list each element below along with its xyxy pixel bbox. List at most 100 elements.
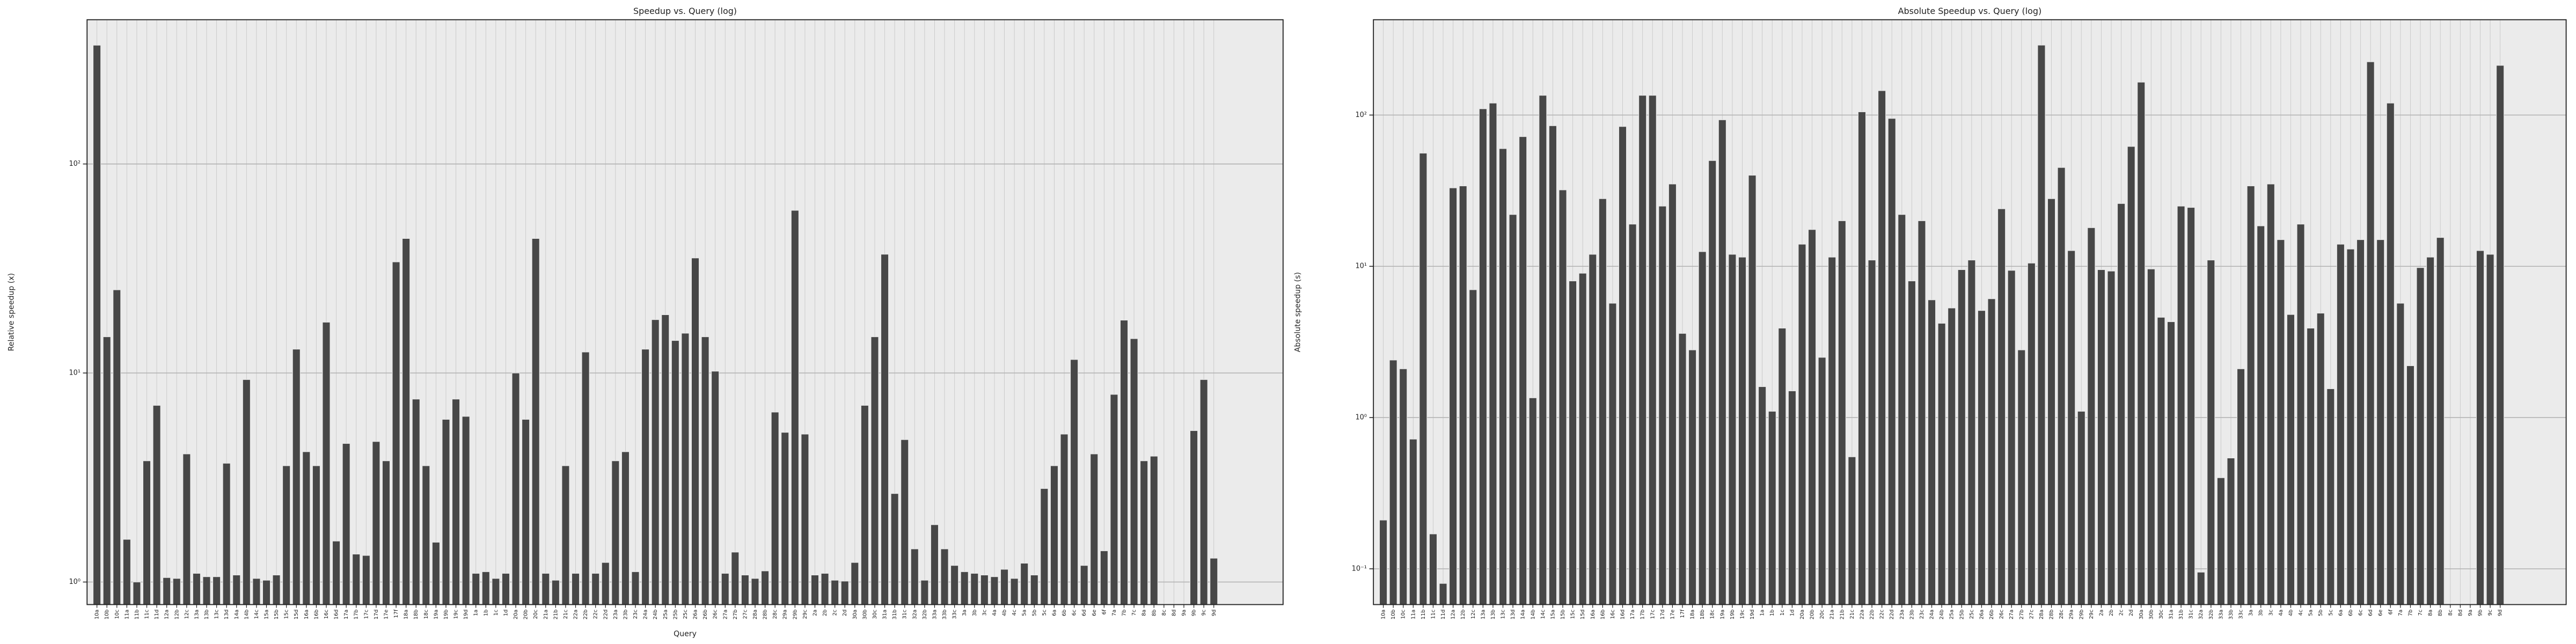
x-tick-label: 6c bbox=[1072, 610, 1078, 616]
x-tick-label: 1b bbox=[483, 610, 489, 616]
bar bbox=[202, 576, 211, 605]
bar bbox=[2147, 268, 2155, 605]
bar bbox=[511, 372, 520, 605]
x-tick-label: 27a bbox=[722, 610, 728, 619]
x-tick-label: 16d bbox=[334, 610, 340, 620]
x-tick-label: 8b bbox=[1151, 610, 1157, 616]
x-tick-label: 19a bbox=[433, 610, 439, 619]
bar bbox=[1977, 310, 1986, 605]
x-tick-label: 13b bbox=[1490, 610, 1496, 620]
bar bbox=[322, 321, 331, 605]
bar bbox=[1050, 465, 1059, 605]
x-tick-label: 3c bbox=[2268, 610, 2274, 616]
bar bbox=[272, 574, 281, 605]
bar bbox=[1857, 111, 1867, 605]
x-tick-label: 17c bbox=[363, 610, 369, 619]
x-tick-label: 14b bbox=[244, 610, 250, 620]
bar bbox=[1997, 208, 2006, 605]
x-tick-label: 2b bbox=[2109, 610, 2114, 616]
x-tick-label: 29c bbox=[802, 610, 808, 619]
x-tick-label: 16a bbox=[304, 610, 310, 619]
x-tick-label: 33a bbox=[2218, 610, 2224, 619]
bar bbox=[1459, 185, 1467, 605]
y-tick-label: 10² bbox=[1355, 111, 1367, 119]
x-tick-label: 10c bbox=[114, 610, 120, 619]
x-tick-label: 33c bbox=[952, 610, 958, 619]
bar bbox=[1010, 578, 1019, 605]
bar bbox=[402, 238, 411, 605]
x-tick-label: 17d bbox=[1660, 610, 1666, 620]
bar bbox=[1848, 456, 1856, 605]
x-tick-label: 30b bbox=[862, 610, 868, 620]
bar bbox=[1140, 460, 1148, 605]
bar bbox=[2296, 224, 2305, 605]
x-tick-label: 2a bbox=[2098, 610, 2104, 616]
bar bbox=[1000, 569, 1009, 605]
x-tick-label: 9b bbox=[1191, 610, 1197, 616]
bar bbox=[990, 576, 999, 605]
x-tick-label: 20a bbox=[1799, 610, 1805, 619]
x-tick-label: 5a bbox=[2308, 610, 2314, 616]
bar bbox=[232, 574, 241, 605]
x-tick-label: 26b bbox=[1989, 610, 1995, 620]
x-tick-label: 28a bbox=[2039, 610, 2045, 619]
bar bbox=[2037, 45, 2046, 605]
x-tick-label: 16d bbox=[1620, 610, 1626, 620]
x-tick-label: 17d bbox=[374, 610, 379, 620]
x-tick-label: 28c bbox=[2059, 610, 2065, 619]
x-tick-label: 12c bbox=[1470, 610, 1476, 619]
x-tick-label: 29c bbox=[2089, 610, 2095, 619]
x-tick-label: 12b bbox=[1460, 610, 1466, 620]
bar bbox=[571, 573, 580, 605]
x-tick-label: 13c bbox=[1501, 610, 1506, 619]
bar bbox=[2246, 185, 2255, 605]
x-tick-label: 27c bbox=[2029, 610, 2035, 619]
bar bbox=[851, 562, 859, 605]
x-tick-label: 12a bbox=[1451, 610, 1457, 619]
bar bbox=[2336, 244, 2345, 605]
x-tick-label: 22b bbox=[1869, 610, 1875, 620]
x-tick-label: 4b bbox=[2288, 610, 2294, 616]
x-axis-label: Query bbox=[674, 630, 697, 639]
x-tick-label: 5c bbox=[1042, 610, 1048, 616]
bar bbox=[2177, 206, 2185, 605]
x-tick-label: 3b bbox=[972, 610, 978, 616]
bar bbox=[122, 539, 131, 605]
x-tick-label: 27b bbox=[733, 610, 738, 620]
bar bbox=[462, 416, 470, 605]
x-tick-label: 31b bbox=[2178, 610, 2184, 620]
x-tick-label: 7a bbox=[1111, 610, 1117, 616]
y-tick-label: 10⁰ bbox=[1355, 414, 1367, 422]
bar bbox=[1628, 224, 1637, 605]
x-tick-label: 1a bbox=[1760, 610, 1766, 616]
bar bbox=[1020, 562, 1029, 605]
bar bbox=[551, 580, 560, 605]
x-tick-label: 23a bbox=[1899, 610, 1905, 619]
bar bbox=[1569, 280, 1577, 605]
x-tick-label: 17e bbox=[1670, 610, 1675, 619]
x-tick-label: 25b bbox=[1959, 610, 1965, 620]
bar bbox=[761, 570, 770, 605]
x-tick-label: 32b bbox=[2208, 610, 2214, 620]
bar bbox=[142, 460, 151, 605]
bar bbox=[2406, 365, 2415, 605]
bar bbox=[1898, 214, 1906, 605]
bar bbox=[1519, 136, 1527, 605]
bar bbox=[1887, 118, 1896, 605]
x-tick-label: 17c bbox=[1650, 610, 1656, 619]
x-tick-label: 11a bbox=[124, 610, 130, 619]
bar bbox=[1479, 108, 1487, 605]
x-tick-label: 8d bbox=[1171, 610, 1177, 616]
bar bbox=[1379, 519, 1388, 605]
x-tick-label: 1b bbox=[1769, 610, 1775, 616]
x-tick-label: 28a bbox=[752, 610, 758, 619]
bar bbox=[2346, 248, 2355, 605]
y-tick-label: 10¹ bbox=[69, 369, 81, 377]
bar bbox=[1937, 323, 1946, 605]
x-tick-label: 17a bbox=[1630, 610, 1636, 619]
bar bbox=[1678, 333, 1687, 605]
x-tick-label: 2d bbox=[2128, 610, 2134, 616]
bar bbox=[1967, 260, 1976, 605]
bar bbox=[1778, 327, 1787, 605]
x-tick-label: 19a bbox=[1719, 610, 1725, 619]
